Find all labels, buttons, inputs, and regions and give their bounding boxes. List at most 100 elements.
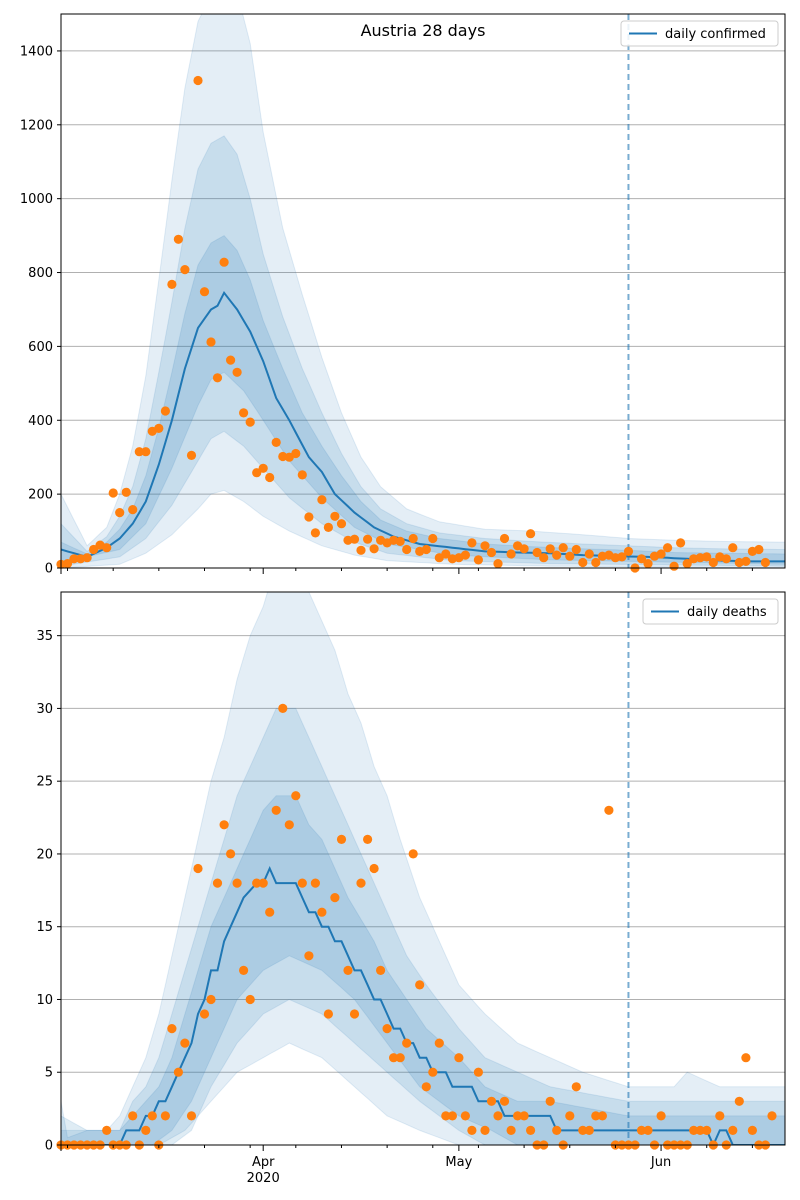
observed-point (128, 1111, 138, 1121)
observed-point (212, 373, 223, 383)
observed-point (102, 1125, 112, 1135)
observed-point (669, 561, 679, 571)
observed-point (310, 528, 320, 538)
y-tick-label: 1000 (20, 192, 53, 207)
observed-point (526, 529, 536, 539)
observed-point (82, 553, 92, 563)
y-tick-label: 0 (45, 1139, 53, 1154)
observed-point (395, 536, 405, 547)
observed-point (578, 1125, 588, 1135)
x-tick-label: May (445, 1155, 472, 1170)
observed-point (415, 980, 425, 990)
observed-point (760, 557, 771, 568)
observed-point (167, 279, 177, 289)
observed-point (291, 791, 301, 801)
observed-point (441, 549, 451, 559)
observed-point (467, 538, 477, 548)
observed-point (402, 1038, 412, 1048)
observed-point (160, 1111, 170, 1121)
observed-point (382, 1024, 392, 1034)
observed-point (141, 447, 151, 457)
observed-point (363, 834, 373, 845)
observed-point (128, 505, 138, 515)
y-tick-label: 20 (36, 847, 53, 862)
axes-frame (60, 591, 786, 1146)
observed-point (252, 878, 262, 888)
observed-point (173, 234, 183, 244)
observed-point (154, 423, 164, 433)
observed-point (226, 355, 236, 365)
observed-point (199, 1009, 210, 1019)
credible-band-1 (61, 592, 785, 1145)
observed-point (695, 1125, 705, 1135)
observed-point (623, 546, 634, 557)
observed-point (656, 1111, 666, 1121)
observed-point (323, 1009, 333, 1019)
credible-band-2 (61, 135, 785, 567)
credible-band-2 (61, 707, 785, 1145)
observed-point (734, 1096, 744, 1106)
observed-point (747, 1125, 758, 1135)
credible-band-3 (61, 795, 785, 1145)
observed-point (584, 549, 594, 559)
observed-point (317, 907, 327, 917)
observed-point (62, 559, 73, 569)
observed-point (69, 554, 79, 564)
observed-point (597, 1111, 608, 1121)
observed-point (349, 534, 360, 544)
plot-area (61, 592, 785, 1145)
observed-point (356, 878, 366, 888)
observed-point (297, 878, 307, 888)
observed-point (473, 1067, 483, 1077)
observed-point (519, 1111, 529, 1121)
observed-point (186, 450, 197, 460)
observed-point (486, 1096, 497, 1106)
observed-point (369, 863, 379, 874)
y-tick-label: 30 (36, 702, 53, 717)
observed-point (239, 965, 249, 976)
observed-point (245, 417, 255, 427)
observed-point (336, 834, 347, 845)
observed-point (545, 544, 555, 554)
observed-point (369, 544, 379, 554)
observed-point (428, 1067, 438, 1077)
observed-point (552, 550, 562, 560)
observed-point (571, 544, 581, 555)
observed-point (467, 1125, 477, 1135)
observed-point (506, 549, 516, 559)
axes-frame (60, 13, 786, 569)
observed-point (636, 1125, 647, 1135)
observed-point (304, 951, 314, 961)
observed-point (115, 507, 125, 518)
y-tick-label: 15 (36, 920, 53, 935)
observed-point (356, 545, 366, 555)
observed-point (245, 994, 255, 1005)
observed-point (636, 554, 647, 564)
observed-point (643, 1125, 653, 1135)
observed-point (395, 1053, 405, 1063)
observed-point (519, 544, 529, 554)
median-line (61, 866, 785, 1145)
y-tick-label: 1400 (20, 44, 53, 59)
x-tick-label: Apr (252, 1155, 275, 1170)
observed-point (499, 533, 510, 544)
y-tick-label: 1200 (20, 118, 53, 133)
observed-point (402, 544, 412, 555)
observed-point (715, 1111, 725, 1121)
observed-point (754, 544, 764, 555)
observed-point (591, 557, 601, 568)
y-tick-label: 25 (36, 775, 53, 790)
observed-point (741, 556, 751, 567)
plot-area (61, 14, 785, 568)
observed-point (480, 1125, 490, 1135)
observed-point (193, 863, 203, 874)
observed-point (349, 1009, 360, 1019)
observed-point (454, 1053, 464, 1063)
observed-point (219, 257, 229, 267)
observed-point (493, 559, 503, 569)
observed-point (323, 522, 333, 533)
observed-point (578, 557, 588, 568)
observed-point (473, 555, 483, 565)
observed-point (186, 1111, 197, 1121)
observed-point (389, 1053, 399, 1063)
